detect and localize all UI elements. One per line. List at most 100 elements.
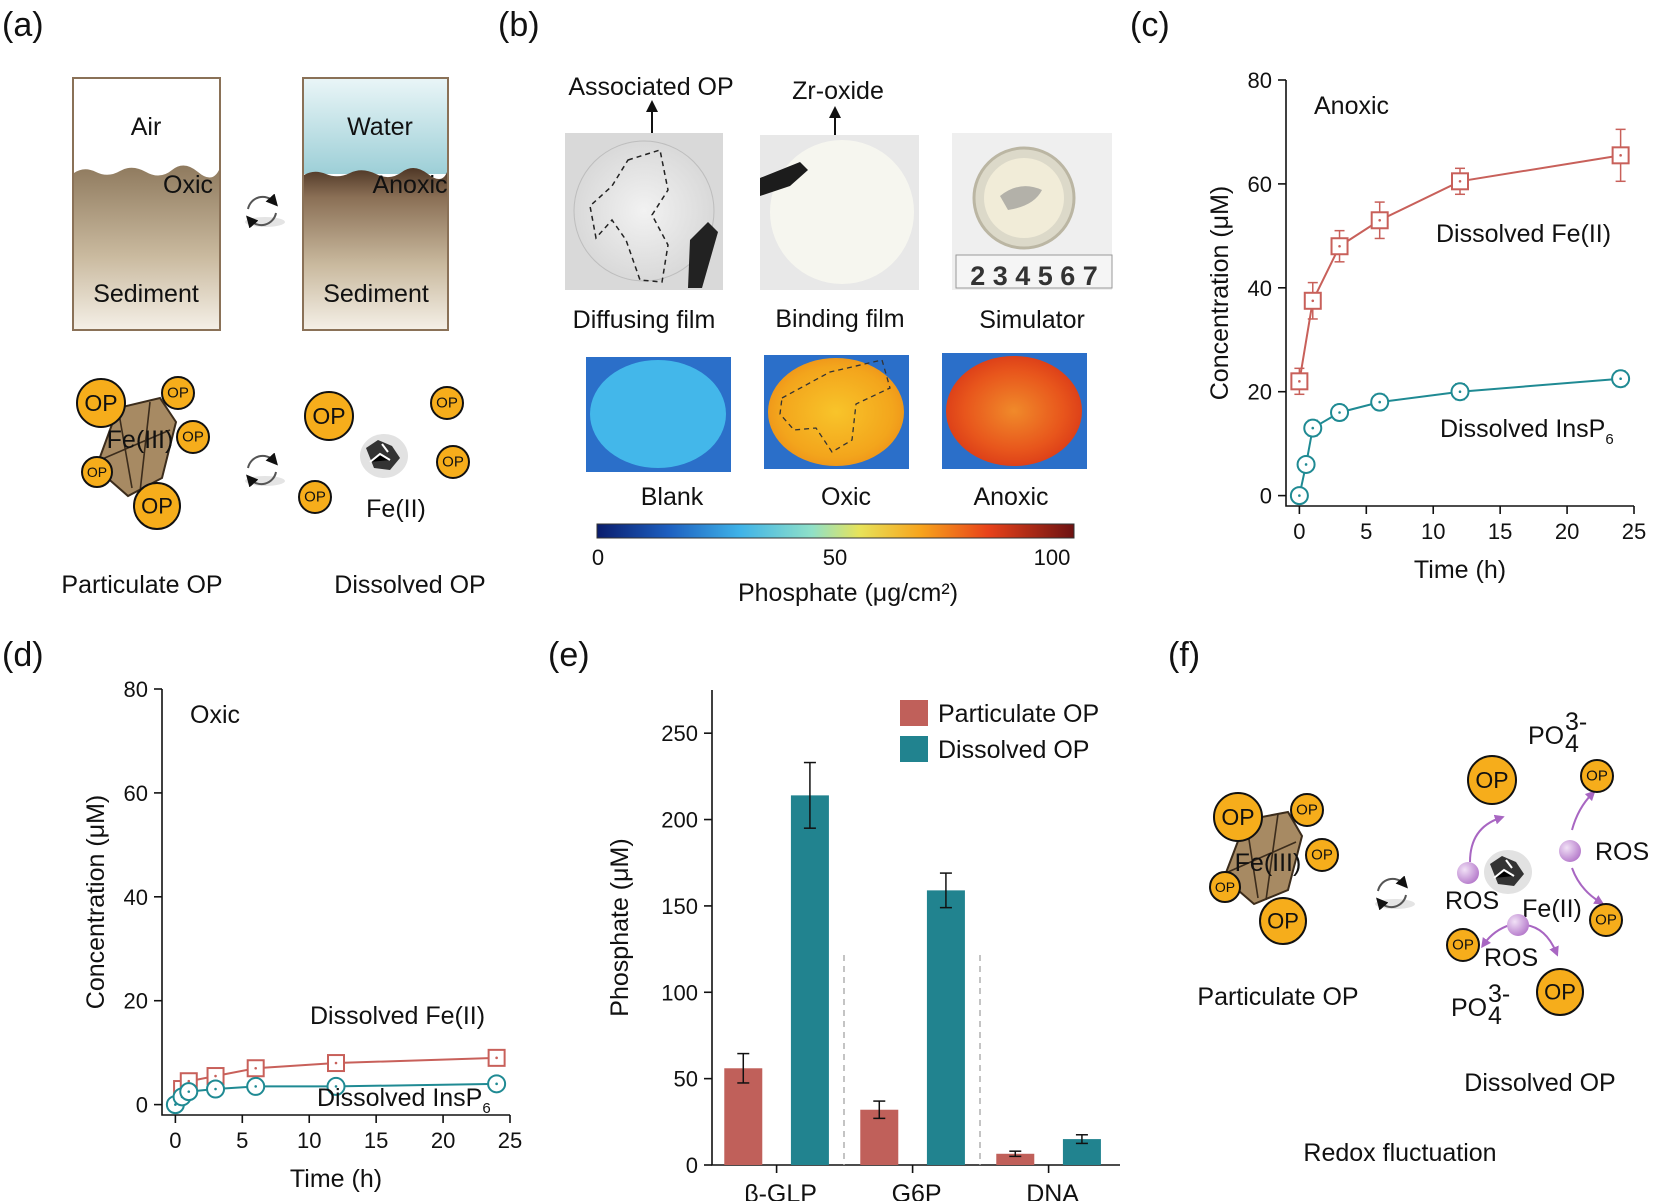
y-tick-label: 250 — [661, 721, 698, 746]
redox-fluctuation-title: Redox fluctuation — [1303, 1139, 1496, 1167]
caption-anoxic: Anoxic — [973, 483, 1048, 511]
y-tick-label: 20 — [124, 989, 148, 1014]
fe2-particle-f — [1484, 850, 1532, 894]
y-tick-label: 20 — [1248, 380, 1272, 405]
y-axis-label: Concentration (μM) — [1206, 186, 1234, 400]
op-bubble — [176, 420, 210, 454]
condition-annotation: Anoxic — [1314, 92, 1389, 120]
op-label: OP — [1296, 802, 1318, 819]
op-bubble — [430, 386, 464, 420]
op-bubble — [1213, 792, 1263, 842]
x-tick-label: 5 — [236, 1128, 248, 1153]
x-tick-label: 5 — [1360, 519, 1372, 544]
x-tick-label: 20 — [1555, 519, 1579, 544]
y-tick-label: 50 — [674, 1067, 698, 1092]
caption-simulator: Simulator — [979, 306, 1085, 334]
x-tick-label: DNA — [1026, 1180, 1079, 1201]
op-label: OP — [1544, 980, 1576, 1005]
op-label: OP — [1267, 909, 1299, 934]
colorbar-label: Phosphate (μg/cm²) — [738, 579, 958, 607]
y-tick-label: 100 — [661, 980, 698, 1005]
chart-e: 0 50 100 150 200 250 Phosphate (μM) β-GLP G6P DNA… — [606, 690, 1120, 1201]
ros-particle — [1559, 840, 1581, 862]
chart-c: 0 20 40 60 80 0 5 10 15 20 25 Time (h) Concentration… — [1206, 68, 1646, 584]
x-tick-label: 15 — [364, 1128, 388, 1153]
fe3-label: Fe(III) — [107, 426, 174, 454]
axis-line — [161, 689, 510, 1116]
op-label: OP — [87, 464, 107, 480]
sediment-label-right: Sediment — [323, 280, 429, 308]
op-label: OP — [182, 429, 204, 446]
op-label: OP — [1586, 768, 1608, 785]
chart-d: 0 20 40 60 80 0 5 10 15 20 25 Time (h) Concentration… — [82, 677, 522, 1193]
panel-a: Air Oxic Sediment Water Anoxic Sediment — [61, 77, 486, 599]
x-tick-label: 25 — [1622, 519, 1646, 544]
op-bubble — [1536, 968, 1584, 1016]
data-point-dot — [1378, 218, 1381, 222]
series-label: Dissolved Fe(II) — [1436, 220, 1611, 248]
data-point-dot — [1338, 411, 1341, 414]
x-tick-label: 10 — [1421, 519, 1445, 544]
ros-particle — [1457, 862, 1479, 884]
series-label: Dissolved InsP6 — [317, 1084, 491, 1117]
panel-f: Fe(III) Fe(II) ROS ROS ROS PO 4 3- — [1197, 708, 1649, 1167]
op-bubble — [76, 378, 126, 428]
fe2-label-f: Fe(II) — [1522, 895, 1582, 923]
data-point-dot — [187, 1079, 191, 1083]
ruler-digits: 2 3 4 5 6 7 — [970, 261, 1098, 291]
oxic-sediment-box: Air Oxic Sediment — [72, 77, 221, 331]
oxic-label: Oxic — [163, 171, 213, 199]
data-point-dot — [495, 1056, 498, 1060]
diffusing-film-photo — [565, 133, 723, 290]
caption-particulate-op-f: Particulate OP — [1197, 983, 1358, 1011]
associated-op-label: Associated OP — [568, 73, 733, 101]
y-tick-label: 0 — [686, 1153, 698, 1178]
panel-letter-e: (e) — [548, 636, 590, 674]
data-point-dot — [1458, 390, 1462, 394]
op-bubble — [436, 445, 470, 479]
data-point-dot — [1378, 400, 1381, 404]
op-label: OP — [84, 390, 117, 416]
redox-cycle-icon — [245, 452, 285, 488]
y-tick-label: 150 — [661, 894, 698, 919]
y-tick-label: 200 — [661, 808, 698, 833]
po4-superscript: 3- — [1565, 708, 1587, 736]
op-label: OP — [141, 494, 173, 519]
y-tick-label: 60 — [124, 781, 148, 806]
panel-letter-a: (a) — [2, 6, 44, 44]
x-tick-label: 0 — [1293, 519, 1305, 544]
sediment-label-left: Sediment — [93, 280, 199, 308]
caption-blank: Blank — [641, 483, 704, 511]
colorbar-tick: 100 — [1034, 545, 1071, 570]
data-point-dot — [1619, 377, 1622, 381]
data-point-dot — [1298, 380, 1301, 383]
op-bubble — [1290, 793, 1324, 827]
op-bubble — [1467, 755, 1517, 805]
caption-binding-film: Binding film — [775, 305, 904, 333]
op-label: OP — [1475, 767, 1508, 793]
colorbar-tick: 50 — [823, 545, 847, 570]
x-tick-label: β-GLP — [744, 1180, 817, 1201]
fe2-label: Fe(II) — [366, 495, 426, 523]
ros-label: ROS — [1595, 838, 1649, 866]
op-label: OP — [1311, 847, 1333, 864]
bar — [790, 795, 829, 1165]
po4-text: PO — [1451, 994, 1487, 1022]
colorbar-tick: 0 — [592, 545, 604, 570]
data-point-dot — [334, 1061, 338, 1065]
ros-arrow — [1525, 924, 1559, 957]
data-point-dot — [1304, 463, 1308, 466]
panel-b: Associated OP Zr-oxide 2 3 4 5 6 7 Diffu… — [565, 73, 1113, 607]
panel-letter-b: (b) — [498, 6, 540, 44]
bar — [996, 1153, 1035, 1165]
bar — [724, 1068, 763, 1165]
op-bubble — [1580, 759, 1614, 793]
data-point-dot — [1619, 154, 1622, 157]
y-tick-label: 80 — [1248, 68, 1272, 93]
po4-superscript: 3- — [1488, 980, 1510, 1008]
caption-diffusing-film: Diffusing film — [573, 306, 716, 334]
caption-oxic: Oxic — [821, 483, 871, 511]
ros-label: ROS — [1445, 887, 1499, 915]
data-point-dot — [1458, 180, 1462, 183]
phosphate-label: PO 4 3- — [1451, 980, 1510, 1030]
